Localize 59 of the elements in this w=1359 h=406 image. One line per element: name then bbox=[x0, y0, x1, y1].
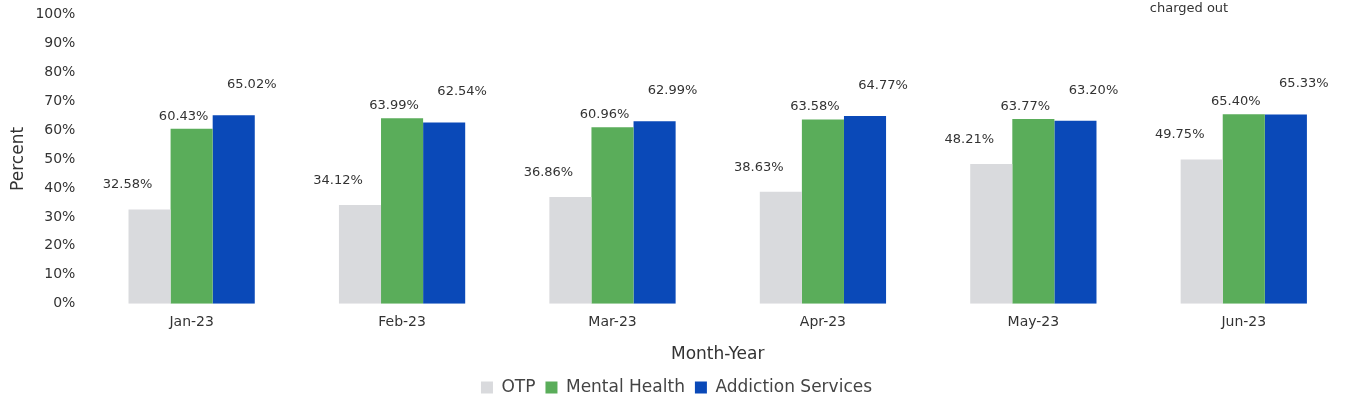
legend-label: OTP bbox=[501, 375, 536, 396]
x-tick-label: Apr-23 bbox=[799, 312, 847, 329]
bar bbox=[759, 191, 802, 304]
data-label: 63.20% bbox=[1068, 81, 1119, 97]
data-label: 60.96% bbox=[579, 106, 630, 122]
legend-label: Addiction Services bbox=[715, 375, 873, 396]
data-label: 62.99% bbox=[647, 82, 698, 98]
y-tick-label: 50% bbox=[44, 149, 76, 166]
x-tick-label: Jan-23 bbox=[168, 312, 214, 329]
bar bbox=[212, 115, 255, 304]
annotation: charged out bbox=[1149, 0, 1229, 15]
data-label: 65.40% bbox=[1211, 93, 1261, 109]
bar bbox=[1012, 119, 1055, 304]
x-tick-label: Jun-23 bbox=[1220, 312, 1267, 329]
bar bbox=[128, 209, 171, 304]
bar bbox=[423, 122, 466, 304]
y-tick-label: 30% bbox=[44, 207, 76, 224]
bar bbox=[338, 204, 382, 304]
bar bbox=[1054, 120, 1097, 304]
y-axis-title: Percent bbox=[6, 126, 27, 191]
data-label: 32.58% bbox=[102, 176, 153, 192]
bar bbox=[1264, 114, 1307, 304]
bar bbox=[1180, 159, 1223, 304]
bar bbox=[843, 116, 887, 304]
x-tick-label: May-23 bbox=[1007, 312, 1060, 329]
bar bbox=[801, 119, 844, 304]
y-tick-label: 80% bbox=[44, 62, 76, 79]
legend-label: Mental Health bbox=[565, 375, 685, 396]
data-label: 38.63% bbox=[734, 158, 784, 174]
bar bbox=[549, 196, 592, 304]
y-tick-label: 10% bbox=[44, 265, 76, 282]
data-label: 63.99% bbox=[369, 97, 419, 113]
bar bbox=[633, 121, 676, 304]
y-tick-label: 40% bbox=[44, 178, 76, 195]
x-tick-label: Feb-23 bbox=[378, 312, 426, 329]
bar bbox=[170, 128, 213, 304]
data-label: 63.58% bbox=[790, 98, 840, 114]
bar bbox=[970, 164, 1013, 304]
y-tick-label: 20% bbox=[44, 236, 76, 253]
data-label: 48.21% bbox=[944, 130, 995, 146]
y-tick-label: 90% bbox=[44, 33, 76, 50]
data-label: 49.75% bbox=[1154, 126, 1205, 142]
data-label: 34.12% bbox=[313, 171, 363, 187]
data-label: 65.02% bbox=[226, 76, 277, 92]
data-label: 63.77% bbox=[1000, 97, 1051, 113]
y-tick-label: 70% bbox=[44, 91, 76, 108]
bar bbox=[591, 127, 634, 304]
x-tick-label: Mar-23 bbox=[588, 312, 637, 329]
data-label: 62.54% bbox=[437, 83, 487, 99]
bar bbox=[381, 118, 424, 304]
y-tick-label: 100% bbox=[35, 4, 76, 21]
x-axis-title: Month-Year bbox=[671, 343, 765, 364]
data-label: 60.43% bbox=[158, 107, 209, 123]
bar bbox=[1222, 114, 1265, 304]
data-label: 64.77% bbox=[858, 76, 908, 92]
y-tick-label: 60% bbox=[44, 120, 76, 137]
data-label: 36.86% bbox=[523, 163, 574, 179]
y-tick-label: 0% bbox=[53, 294, 76, 311]
data-label: 65.33% bbox=[1279, 75, 1329, 91]
